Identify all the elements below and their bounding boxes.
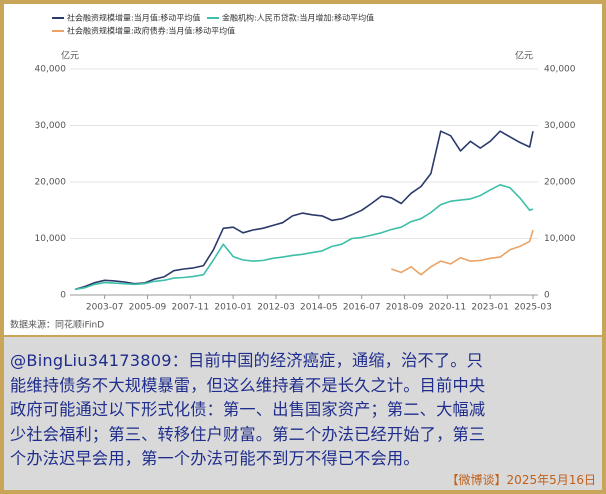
- x-tick-label: 2005-09: [129, 303, 167, 313]
- x-tick-label: 2003-07: [86, 303, 124, 313]
- legend-text: 社会融资规模增量:政府债券:当月值:移动平均值: [67, 26, 235, 36]
- y2-unit: 亿元: [515, 50, 533, 62]
- legend-text: 金融机构:人民币贷款:当月增加:移动平均值: [222, 13, 374, 23]
- source: 数据来源：同花顺iFinD: [10, 319, 104, 331]
- panel-line: 能维持债务不大规模暴雷，但这么维持着不是长久之计。目前中央: [10, 375, 486, 395]
- x-tick-label: 2014-05: [300, 303, 338, 313]
- y2-tick-label: 20,000: [544, 178, 576, 188]
- y-tick-label: 40,000: [35, 65, 67, 75]
- y2-tick-label: 0: [544, 291, 550, 301]
- panel-line: 政府可能通过以下形式化债：第一、出售国家资产；第二、大幅减: [10, 400, 486, 419]
- y-tick-label: 10,000: [35, 234, 67, 244]
- y2-tick-label: 40,000: [544, 65, 576, 75]
- y2-tick-label: 30,000: [544, 121, 576, 131]
- y-unit: 亿元: [61, 50, 79, 62]
- panel-line: @BingLiu34173809：目前中国的经济癌症，通缩，治不了。只: [10, 351, 484, 370]
- y2-tick-label: 10,000: [544, 234, 576, 244]
- y-tick-label: 0: [60, 291, 66, 301]
- x-tick-label: 2023-01: [471, 303, 509, 313]
- x-tick-label: 2025-03: [514, 303, 552, 313]
- x-tick-label: 2016-07: [343, 303, 381, 313]
- chart: 数据来源：同花顺iFinD 亿元 亿元 0 10,000 20,000 30,000 4…: [4, 4, 602, 335]
- y-tick-label: 20,000: [35, 178, 67, 188]
- x-tick-label: 2018-09: [386, 303, 424, 313]
- x-tick-label: 2012-03: [257, 303, 295, 313]
- series-line: [74, 184, 534, 291]
- panel-line: 少社会福利；第三、转移住户财富。第二个办法已经开始了，第三: [10, 424, 486, 444]
- y-tick-label: 30,000: [35, 121, 67, 131]
- panel-line: 个办法迟早会用，第一个办法可能不到万不得已不会用。: [10, 449, 420, 468]
- x-tick-label: 2007-11: [172, 303, 210, 313]
- footer: 【微博谈】2025年5月16日: [446, 473, 596, 487]
- series-line: [391, 229, 534, 276]
- legend-text: 社会融资规模增量:当月值:移动平均值: [67, 13, 200, 23]
- x-tick-label: 2020-11: [429, 303, 467, 313]
- series-line: [74, 130, 534, 291]
- x-tick-label: 2010-01: [214, 303, 252, 313]
- text-panel: @BingLiu34173809：目前中国的经济癌症，通缩，治不了。只 能维持债务…: [4, 337, 602, 490]
